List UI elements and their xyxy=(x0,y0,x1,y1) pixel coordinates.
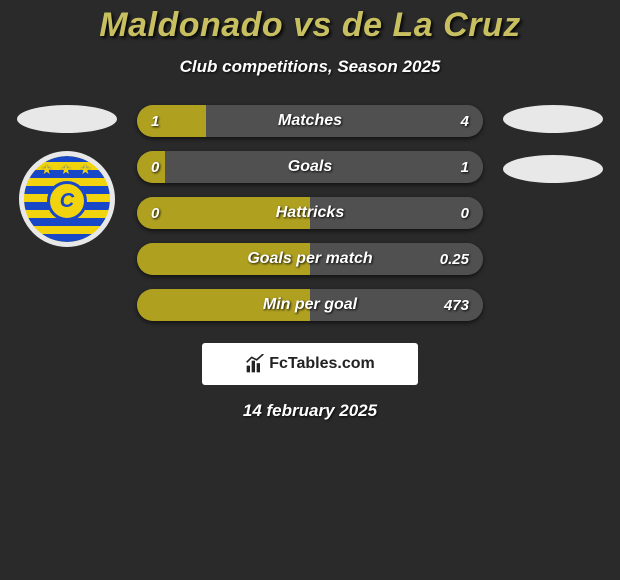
bar-chart-icon xyxy=(245,354,265,374)
team-crest-placeholder xyxy=(503,155,603,183)
stat-bar: 14Matches xyxy=(137,105,483,137)
stat-bar: 01Goals xyxy=(137,151,483,183)
stat-label: Min per goal xyxy=(137,289,483,321)
stat-label: Goals per match xyxy=(137,243,483,275)
crest-letter: C xyxy=(47,181,87,221)
brand-text: FcTables.com xyxy=(269,355,375,373)
stat-label: Goals xyxy=(137,151,483,183)
crest-stars-icon: ★ ★ ★ xyxy=(24,162,110,178)
stat-bar: 0.25Goals per match xyxy=(137,243,483,275)
left-team-column: ★ ★ ★ C xyxy=(12,105,122,247)
player-photo-placeholder xyxy=(17,105,117,133)
team-crest-left: ★ ★ ★ C xyxy=(19,151,115,247)
right-team-column xyxy=(498,105,608,183)
stat-label: Hattricks xyxy=(137,197,483,229)
stat-bar: 473Min per goal xyxy=(137,289,483,321)
stat-bar: 00Hattricks xyxy=(137,197,483,229)
page-title: Maldonado vs de La Cruz xyxy=(0,0,620,45)
brand-box: FcTables.com xyxy=(202,343,418,385)
comparison-bars: 14Matches 01Goals 00Hattricks 0.25Goals per… xyxy=(137,105,483,321)
date-text: 14 february 2025 xyxy=(0,401,620,421)
page-subtitle: Club competitions, Season 2025 xyxy=(0,57,620,77)
stat-label: Matches xyxy=(137,105,483,137)
player-photo-placeholder xyxy=(503,105,603,133)
